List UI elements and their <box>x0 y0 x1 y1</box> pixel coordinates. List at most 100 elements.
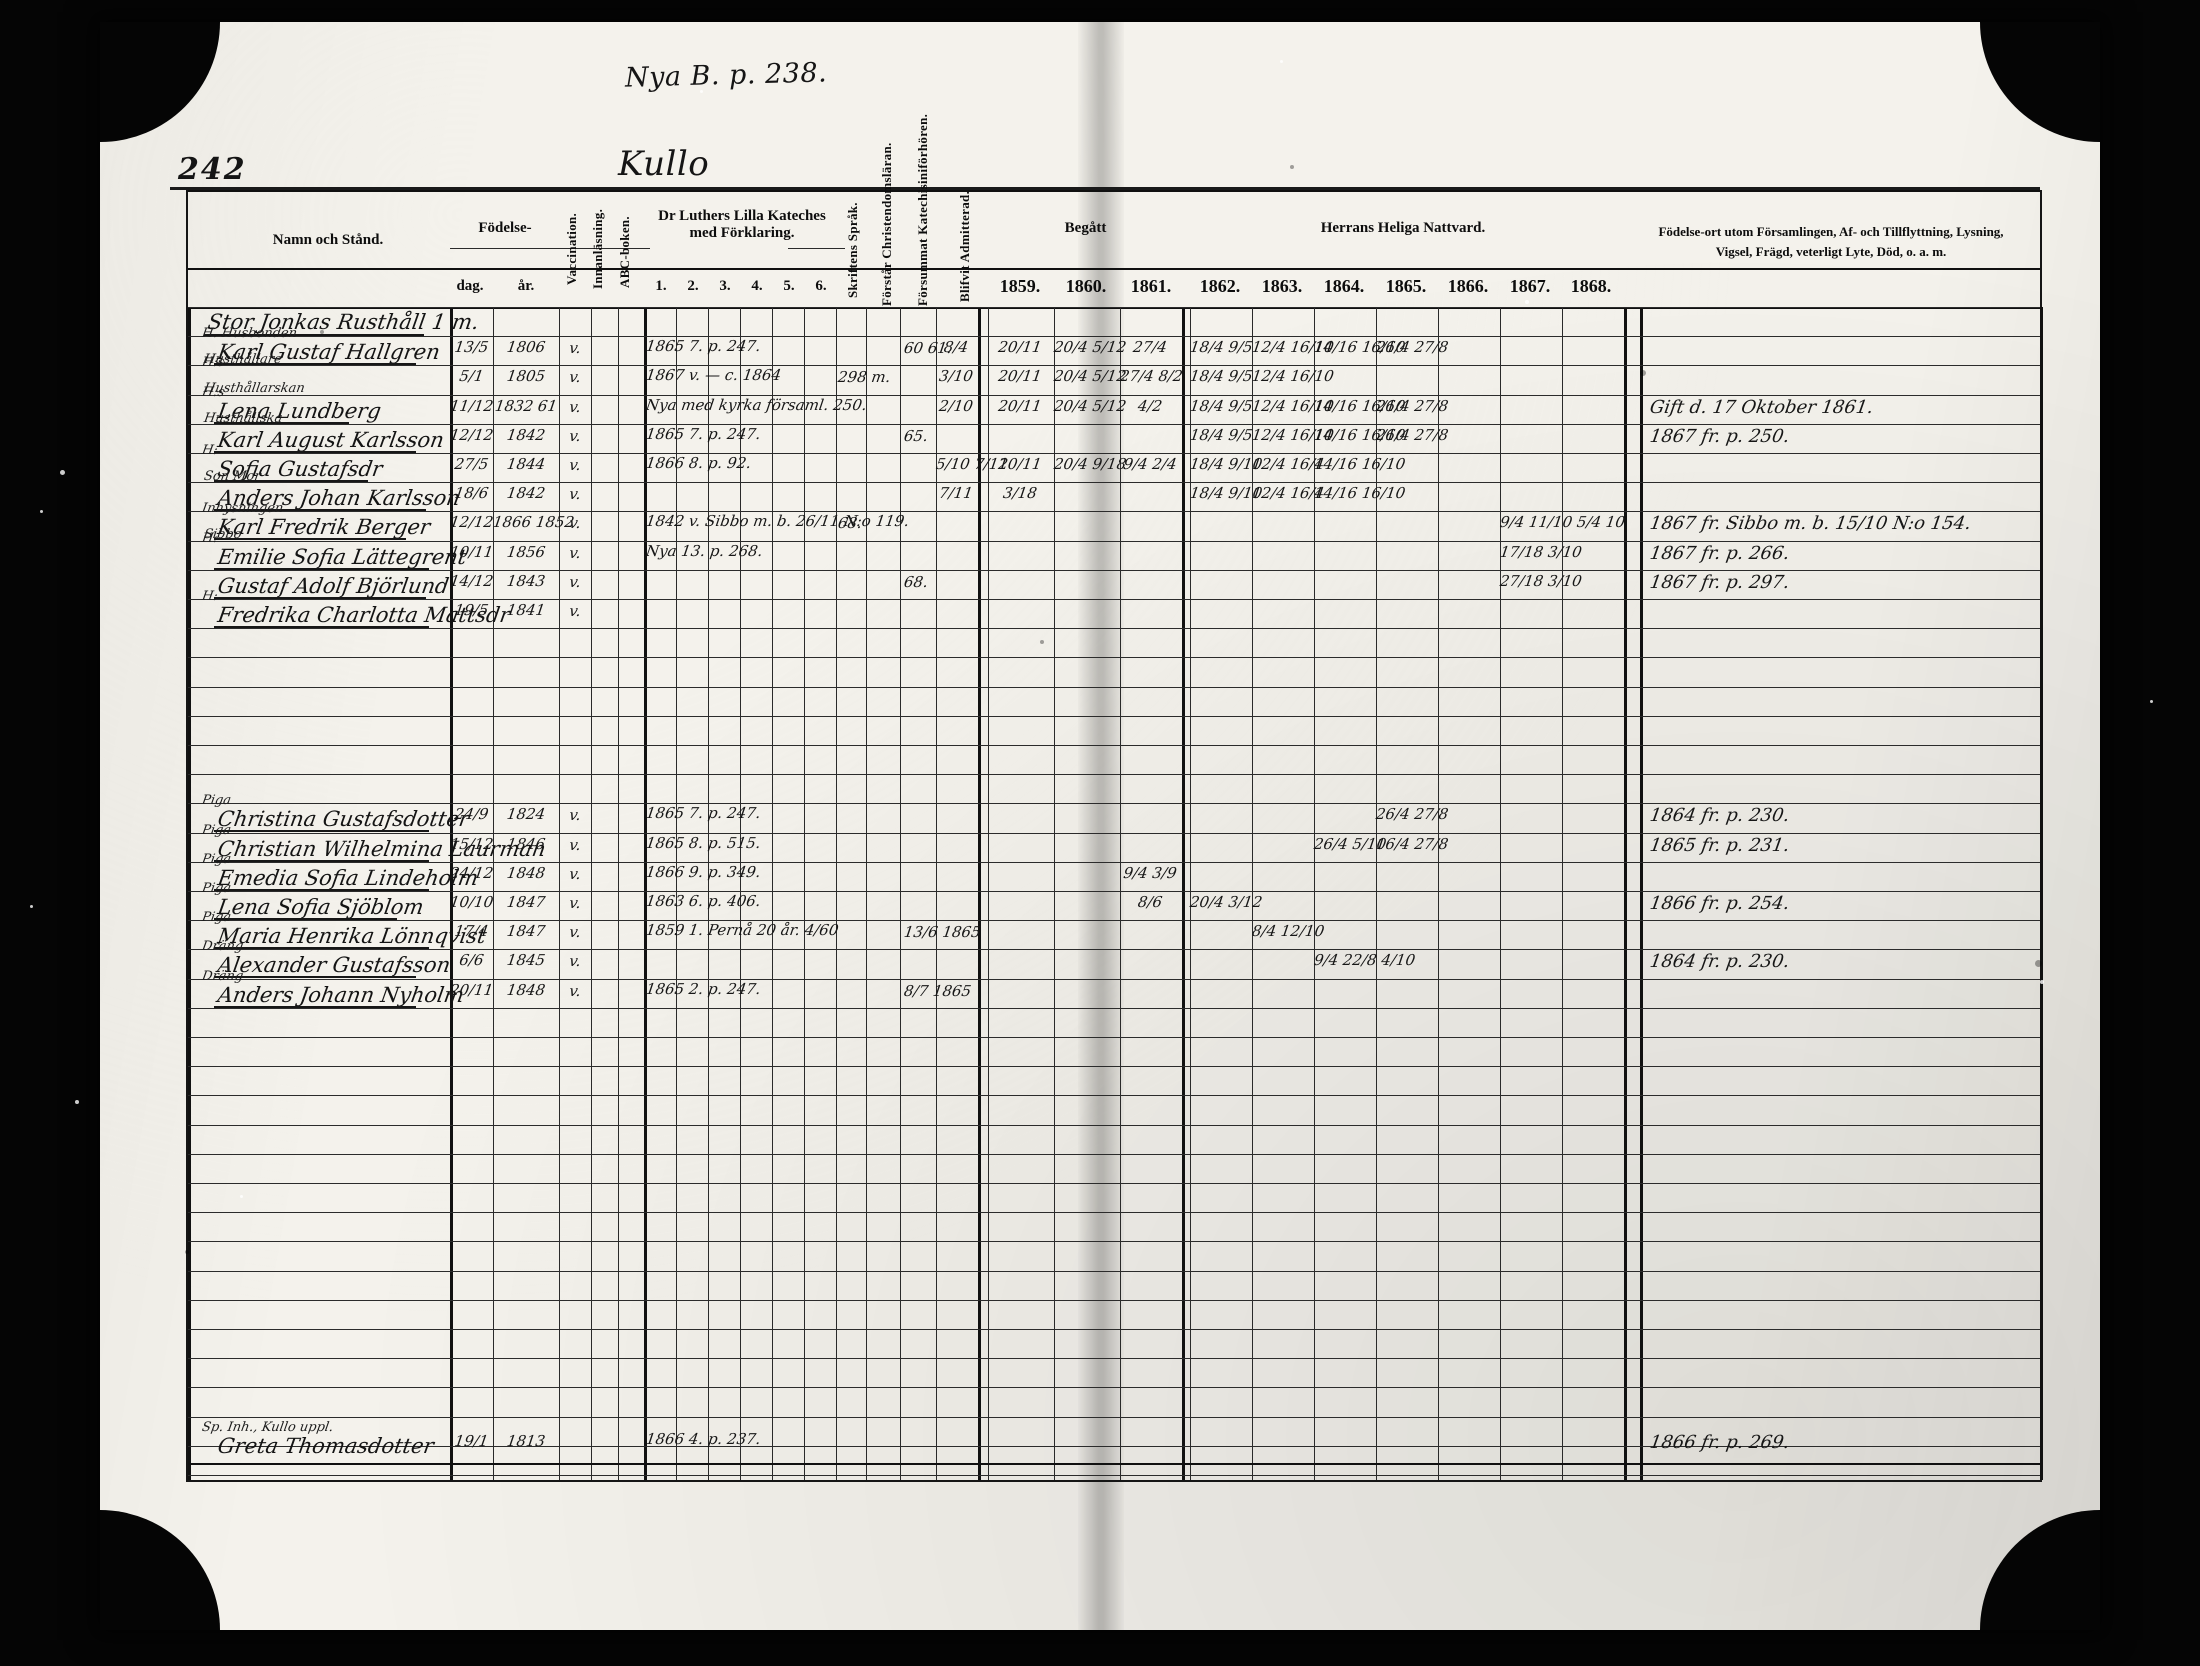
column-rule <box>591 307 592 1480</box>
row-4-vaccination: v. <box>568 456 583 474</box>
header-rule <box>170 187 2040 190</box>
row-6-y1867: 9/4 11/10 5/4 10 <box>1498 513 1627 532</box>
lrow-0-y1865: 26/4 27/8 <box>1374 805 1450 824</box>
row-rule <box>188 657 2040 659</box>
row-rule <box>188 774 2040 776</box>
row-2-sub: Husthållska <box>202 410 284 426</box>
lrow-3-y1861: 8/6 <box>1136 893 1164 911</box>
row-4-y1864: 14/16 16/10 <box>1312 455 1407 473</box>
column-rule <box>1376 307 1377 1480</box>
row-9-rank: H: <box>200 589 219 604</box>
dust-speck <box>30 905 33 908</box>
row-7-catechism: Nya 13. p. 268. <box>644 541 764 560</box>
row-1-rank: H:s <box>200 355 226 371</box>
lrow-1-catechism: 1865 8. p. 515. <box>644 833 762 852</box>
header-admitted: Blifvit Admitterad. <box>957 190 972 302</box>
column-rule <box>988 307 989 1480</box>
row-2-vaccination: v. <box>568 397 583 416</box>
lrow-4-rank: Piga <box>200 910 233 926</box>
column-rule <box>644 307 647 1480</box>
header-year-1864: 1864. <box>1323 276 1365 296</box>
row-5-vaccination: v. <box>568 485 583 504</box>
row-5-admitted: 7/11 <box>937 484 975 503</box>
strikethrough <box>214 596 426 599</box>
dust-speck <box>240 1195 243 1198</box>
row-2-y1862: 18/4 9/5 <box>1188 396 1254 415</box>
row-6-catechism: 1842 v. Sibbo m. b. 26/11 N:o 119. <box>644 512 911 531</box>
column-rule <box>1500 307 1501 1480</box>
lrow-1-y1865: 16/4 27/8 <box>1374 834 1450 853</box>
row-3-remark: 1867 fr. p. 250. <box>1648 425 1791 447</box>
dust-speck <box>75 1100 79 1104</box>
header-year-1863: 1863. <box>1261 276 1303 296</box>
column-rule <box>1120 307 1121 1480</box>
row-3-y1863: 12/4 16/10 <box>1250 425 1336 444</box>
row-2-birth-day: 11/12 <box>448 396 495 415</box>
row-rule <box>188 891 2040 892</box>
row-2-rank: H:s <box>200 384 226 400</box>
column-rule <box>188 307 191 1480</box>
strikethrough <box>214 450 416 453</box>
lrow-4-vaccination: v. <box>568 923 583 942</box>
row-rule <box>188 599 2040 600</box>
row-rule <box>188 394 2040 396</box>
row-7-birth-day: 10/11 <box>448 542 495 561</box>
row-8-name: Gustaf Adolf Björlund <box>216 573 451 598</box>
row-rule <box>188 1387 2040 1389</box>
column-rule <box>493 307 494 1480</box>
row-rule <box>188 423 2040 425</box>
lrow-6-name: Anders Johann Nyholm <box>216 982 466 1007</box>
row-2-y1863: 12/4 16/10 <box>1250 396 1336 415</box>
column-rule <box>559 307 560 1480</box>
lrow-4-y1863: 8/4 12/10 <box>1250 922 1326 941</box>
row-3-understands: 65. <box>902 426 930 445</box>
column-rule <box>900 307 901 1480</box>
header-lords-supper: Herrans Heliga Nattvard. <box>1320 220 1486 236</box>
row-rule <box>188 482 2040 484</box>
column-rule <box>1054 307 1055 1480</box>
lrow-1-birth-day: 15/12 <box>448 834 495 853</box>
column-rule <box>1252 307 1253 1480</box>
column-rule <box>804 307 805 1480</box>
lrow-2-catechism: 1866 9. p. 349. <box>644 862 762 881</box>
strikethrough <box>214 363 416 366</box>
lrow-4-birth-year: 1847 <box>505 922 547 941</box>
lrow-6-birth-day: 20/11 <box>448 980 495 999</box>
row-6-birth-year: 1866 1852 <box>491 513 576 532</box>
row-5-y1859: 3/18 <box>1001 484 1039 503</box>
row-2-y1859: 20/11 <box>997 396 1043 415</box>
row-1-y1863: 12/4 16/10 <box>1250 367 1336 386</box>
row-rule <box>188 511 2040 513</box>
row-4-birth-day: 27/5 <box>453 455 490 473</box>
row-4-sub: Son Mor <box>202 469 262 484</box>
row-1-birth-year: 1805 <box>505 367 547 386</box>
lrow-6-rank: Dräng <box>200 968 245 984</box>
column-rule <box>936 307 937 1480</box>
row-3-y1864: 14/16 16/10 <box>1312 425 1407 444</box>
row-rule <box>188 1416 2040 1418</box>
row-8-birth-year: 1843 <box>505 571 547 590</box>
column-rule <box>1182 307 1185 1480</box>
row-1-admitted: 3/10 <box>937 367 975 386</box>
lrow-3-birth-day: 10/10 <box>448 893 495 911</box>
row-2-y1865: 26/4 27/8 <box>1374 396 1450 415</box>
row-9-birth-day: 19/5 <box>453 601 490 619</box>
header-birth: Födelse- <box>478 220 532 236</box>
row-7-birth-year: 1856 <box>505 542 547 561</box>
row-1-y1860: 20/4 5/12 <box>1052 367 1128 386</box>
lrow-3-vaccination: v. <box>568 894 583 912</box>
header-scripture-language: Skriftens Språk. <box>845 202 860 299</box>
row-7-name: Emilie Sofia Lättegrent <box>216 544 469 569</box>
header-birth-day: dag. <box>456 278 484 294</box>
row-5-birth-day: 18/6 <box>453 484 490 503</box>
row-2-y1864: 14/16 16/10 <box>1312 396 1407 415</box>
lrow-4-catechism: 1859 1. Pernå 20 år. 4/60 <box>644 921 840 940</box>
ink-speck <box>185 1250 189 1254</box>
header-cat-3: 3. <box>719 278 731 294</box>
row-rule <box>188 1241 2040 1243</box>
row-1-y1859: 20/11 <box>997 367 1043 386</box>
lrow-5-y1864: 9/4 22/8 4/10 <box>1312 951 1417 970</box>
row-rule <box>188 1007 2040 1009</box>
column-rule <box>1438 307 1439 1480</box>
